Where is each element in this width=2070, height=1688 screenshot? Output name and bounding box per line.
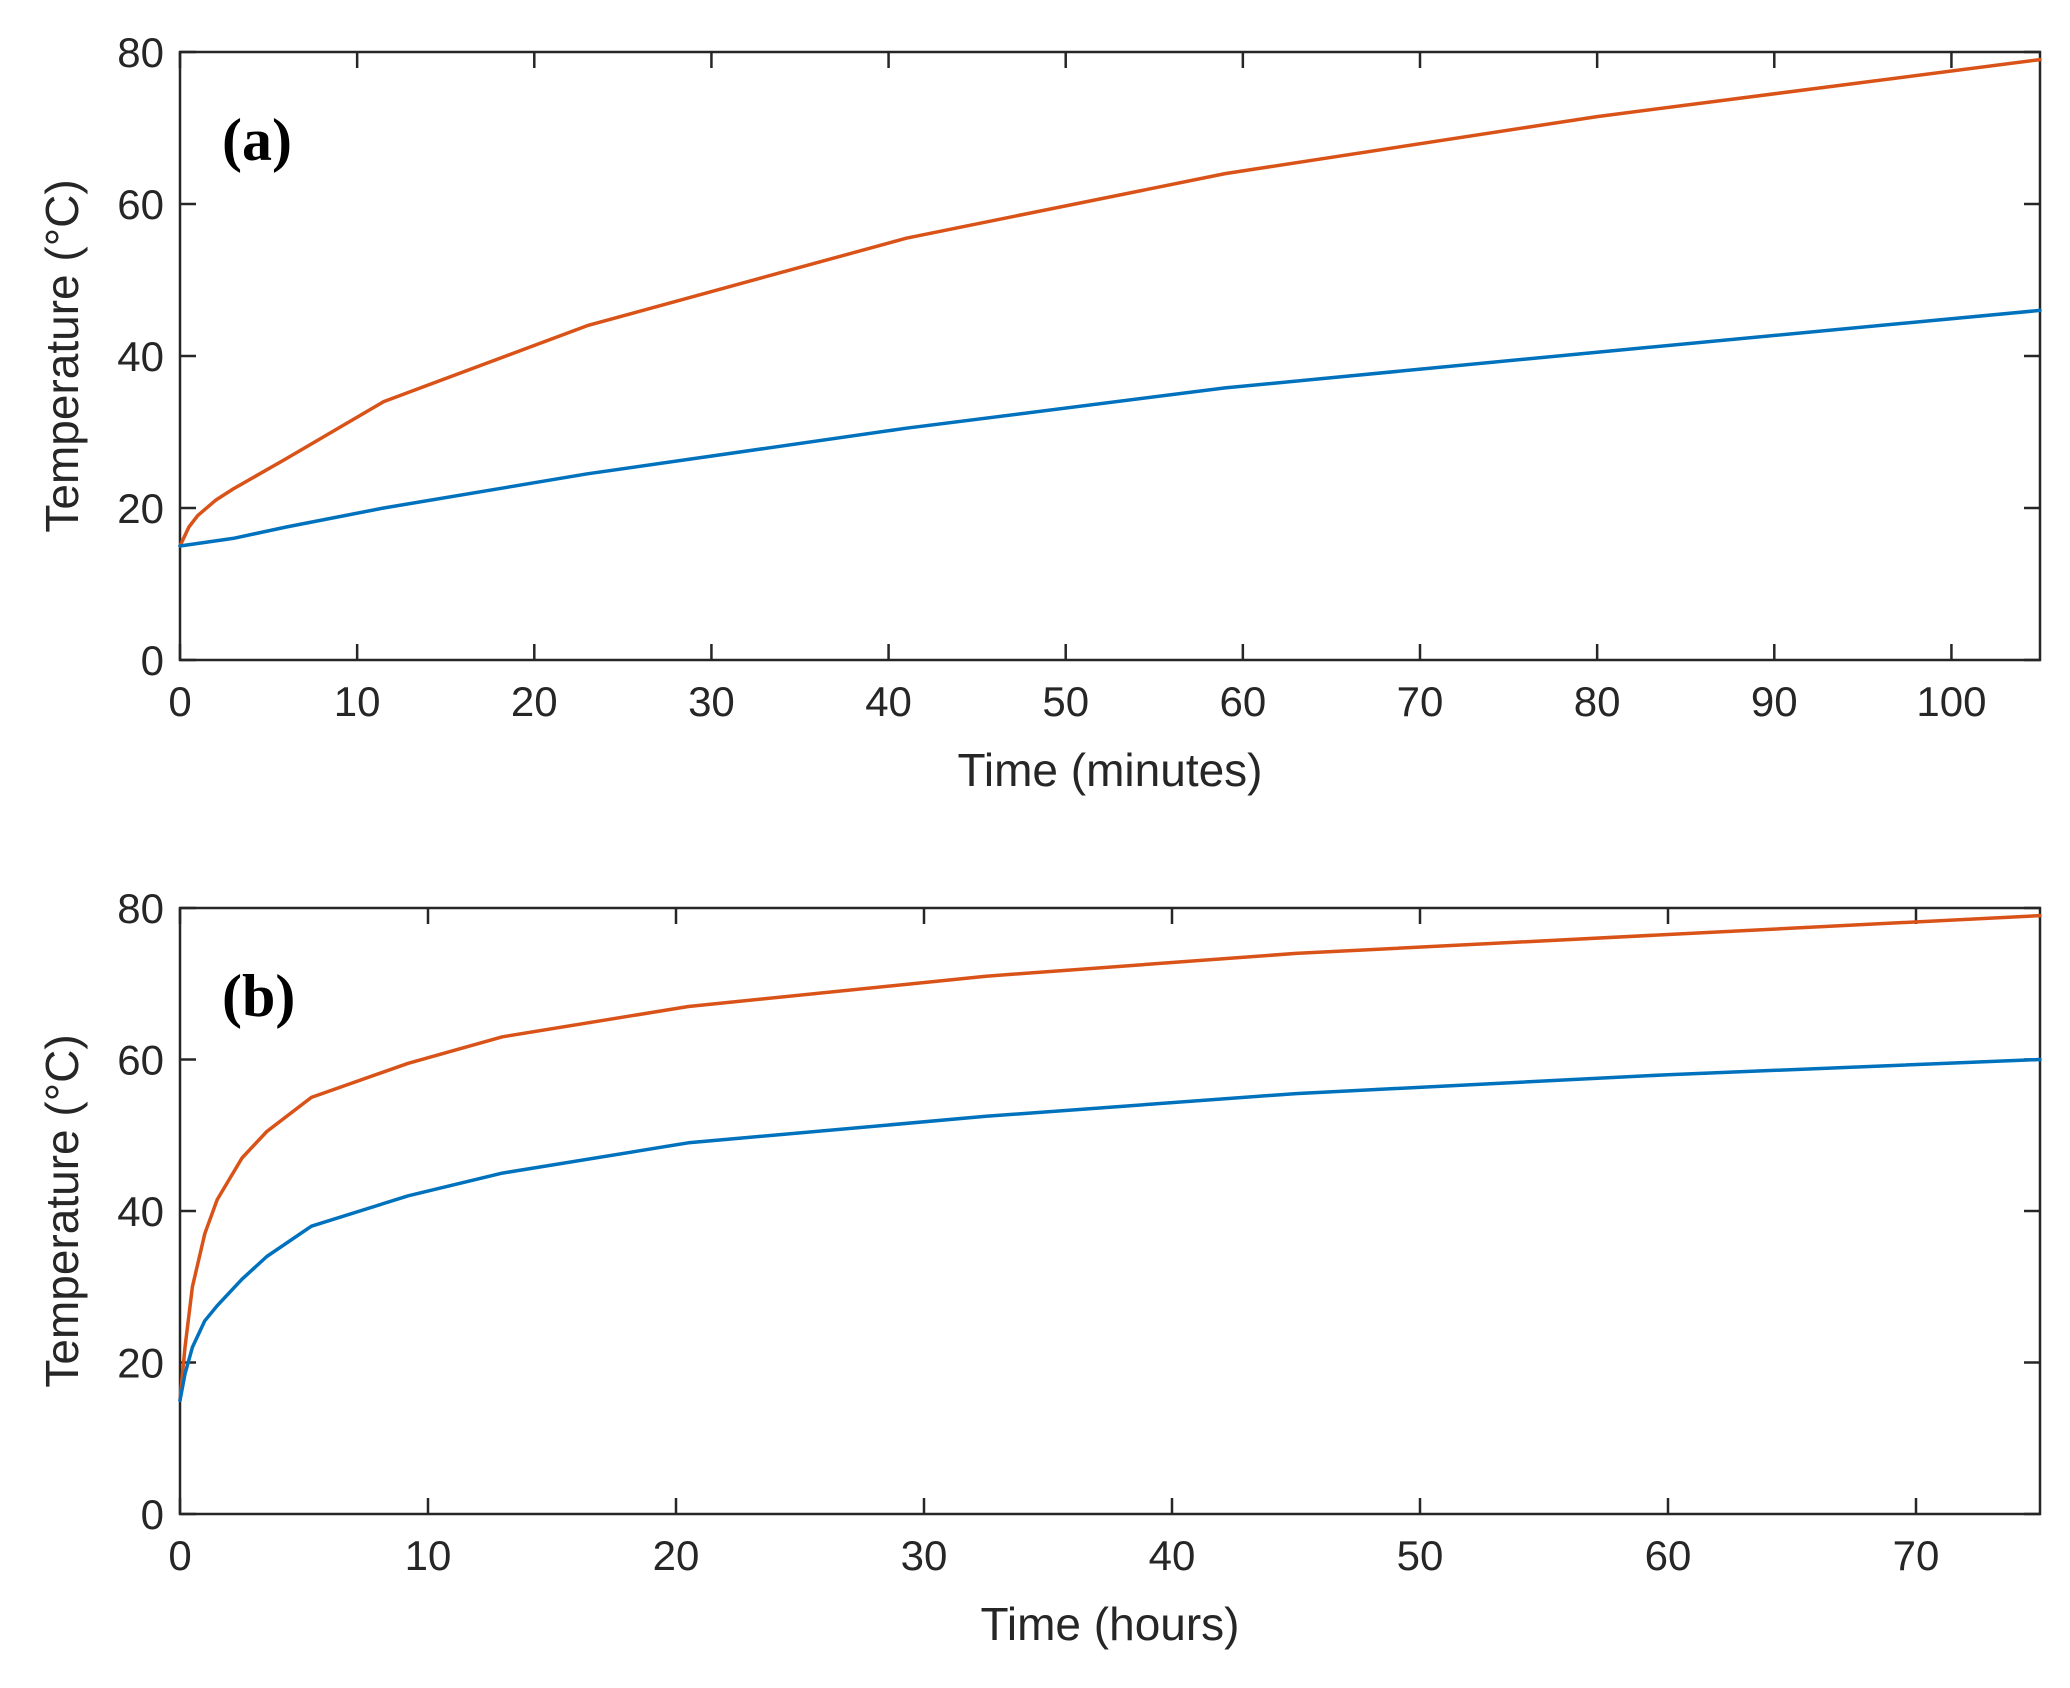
x-tick-label: 30: [901, 1532, 948, 1579]
x-tick-label: 40: [1149, 1532, 1196, 1579]
x-tick-label: 30: [688, 678, 735, 725]
x-tick-label: 60: [1219, 678, 1266, 725]
panel-a: 0 10 20 30 40 50 60 70 80 90 100 0 20 40 60 80 Time (min…: [36, 29, 2042, 796]
x-tick-label: 90: [1751, 678, 1798, 725]
x-axis-title: Time (minutes): [958, 744, 1263, 796]
x-tick-label: 50: [1042, 678, 1089, 725]
x-tick-label: 60: [1645, 1532, 1692, 1579]
y-tick-label: 40: [117, 333, 164, 380]
x-tick-label: 80: [1574, 678, 1621, 725]
plot-area: [178, 50, 2042, 662]
x-tick-label: 70: [1397, 678, 1444, 725]
y-tick-label: 80: [117, 885, 164, 932]
series-line-series-2: [178, 1057, 2042, 1403]
y-tick-label: 80: [117, 29, 164, 76]
y-axis-title: Temperature (°C): [36, 1034, 88, 1387]
y-tick-label: 20: [117, 1340, 164, 1387]
x-tick-label: 10: [334, 678, 381, 725]
y-tick-label: 20: [117, 485, 164, 532]
x-tick-label: 40: [865, 678, 912, 725]
y-axis-title: Temperature (°C): [36, 179, 88, 532]
x-tick-label: 50: [1397, 1532, 1444, 1579]
x-tick-label: 0: [168, 678, 191, 725]
x-tick-label: 20: [511, 678, 558, 725]
series-line-series-2: [178, 308, 2042, 548]
panel-label: (a): [222, 107, 292, 173]
x-axis-title: Time (hours): [981, 1598, 1240, 1650]
x-tick-label: 0: [168, 1532, 191, 1579]
plot-area: [178, 906, 2042, 1516]
x-tick-label: 10: [405, 1532, 452, 1579]
y-tick-label: 40: [117, 1188, 164, 1235]
y-tick-label: 60: [117, 181, 164, 228]
x-tick-label: 70: [1893, 1532, 1940, 1579]
x-tick-label: 100: [1916, 678, 1986, 725]
y-tick-label: 0: [141, 637, 164, 684]
series-line-series-1: [178, 913, 2042, 1403]
series-line-series-1: [178, 57, 2042, 548]
panel-b: 0 10 20 30 40 50 60 70 0 20 40 60 80 Time (hours) Temp…: [36, 885, 2042, 1650]
y-tick-label: 60: [117, 1037, 164, 1084]
y-tick-label: 0: [141, 1491, 164, 1538]
x-tick-label: 20: [653, 1532, 700, 1579]
panel-label: (b): [222, 963, 295, 1029]
